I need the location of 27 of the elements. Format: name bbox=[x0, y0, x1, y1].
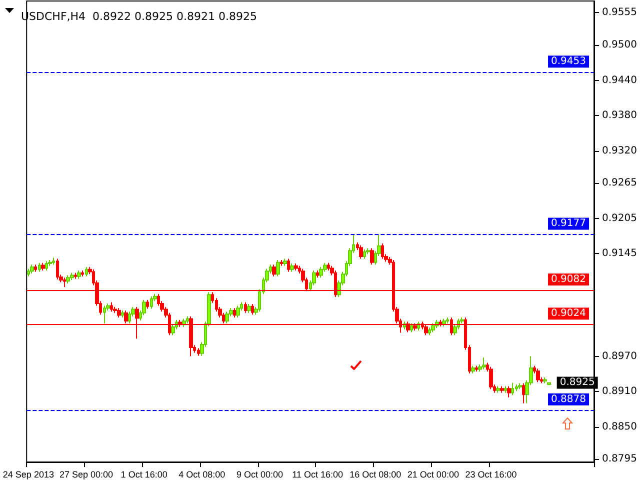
y-tick-label: 0.8850 bbox=[602, 421, 638, 432]
y-tick-label: 0.9555 bbox=[602, 7, 638, 18]
ref-line-label: 0.8878 bbox=[551, 394, 586, 405]
y-tick-label: 0.9380 bbox=[602, 110, 638, 122]
x-tick-label: 27 Sep 00:00 bbox=[59, 470, 114, 480]
ref-line-label: 0.9177 bbox=[551, 218, 586, 230]
x-tick-label: 23 Oct 16:00 bbox=[465, 470, 517, 480]
y-tick-label: 0.8910 bbox=[602, 386, 638, 398]
x-tick-label: 1 Oct 16:00 bbox=[120, 470, 168, 480]
y-tick-label: 0.9205 bbox=[602, 212, 638, 224]
y-tick-label: 0.9320 bbox=[602, 145, 638, 156]
ref-line-label: 0.9024 bbox=[551, 308, 586, 320]
x-tick-label: 11 Oct 16:00 bbox=[292, 470, 343, 480]
x-tick-label: 9 Oct 00:00 bbox=[236, 470, 283, 480]
y-tick-label: 0.9145 bbox=[602, 248, 638, 260]
y-tick-label: 0.8795 bbox=[602, 454, 638, 465]
x-tick-label: 21 Oct 00:00 bbox=[407, 470, 459, 480]
x-tick-label: 16 Oct 08:00 bbox=[350, 470, 402, 480]
y-tick-label: 0.9500 bbox=[602, 40, 638, 51]
y-tick-label: 0.9440 bbox=[602, 74, 638, 86]
ref-line-label: 0.9453 bbox=[551, 56, 586, 68]
ref-line-label: 0.9082 bbox=[551, 274, 586, 286]
x-tick-label: 24 Sep 2013 bbox=[2, 470, 54, 480]
y-tick-label: 0.8970 bbox=[602, 350, 638, 362]
text: 0.8925 bbox=[560, 377, 595, 388]
x-tick-label: 4 Oct 08:00 bbox=[178, 470, 226, 480]
y-tick-label: 0.9265 bbox=[602, 178, 638, 189]
